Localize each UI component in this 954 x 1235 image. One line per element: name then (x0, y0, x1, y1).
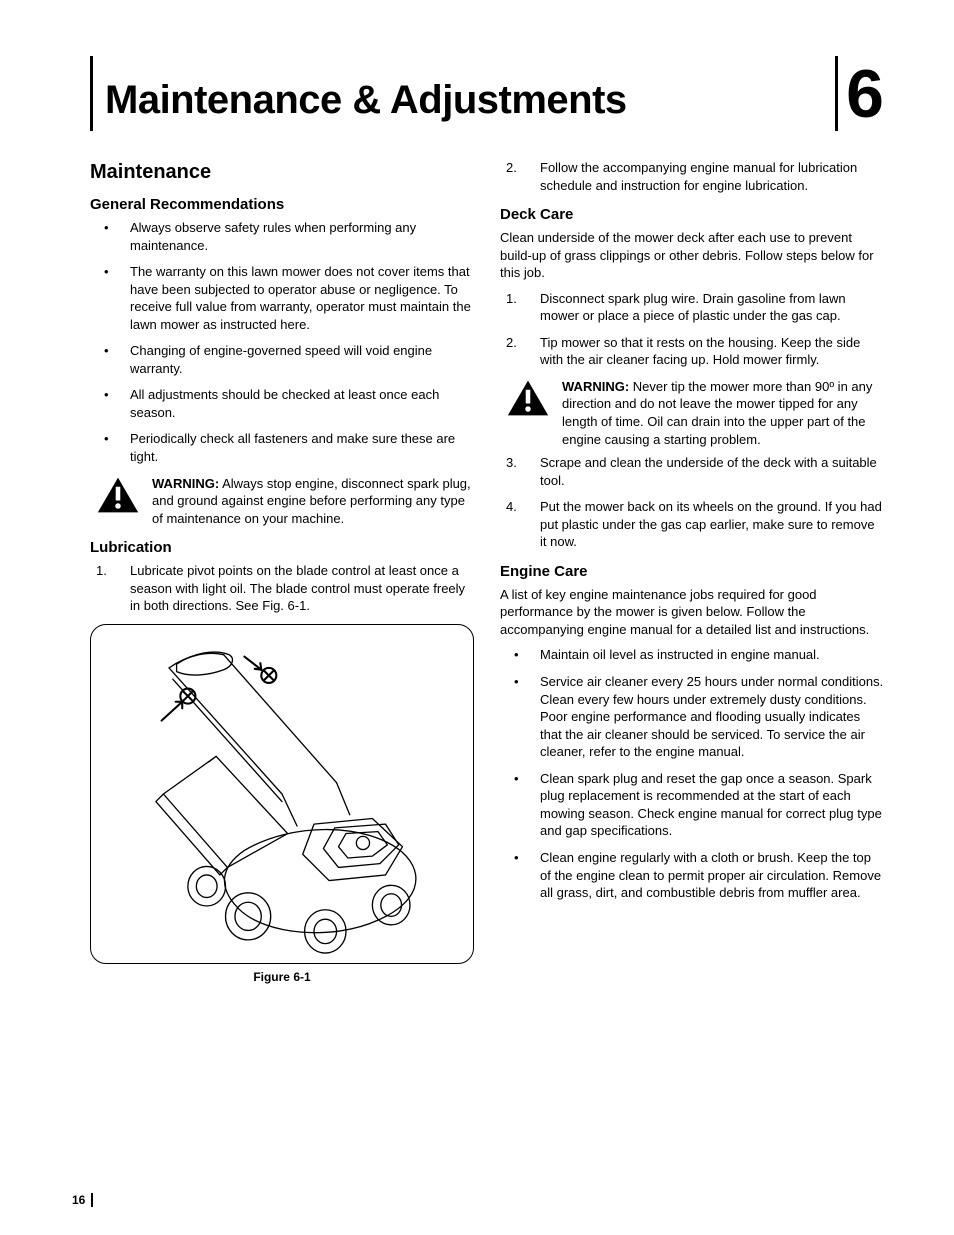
mower-illustration (102, 634, 462, 954)
engine-care-intro: A list of key engine maintenance jobs re… (500, 586, 884, 639)
list-item: Clean spark plug and reset the gap once … (500, 770, 884, 840)
list-item: Service air cleaner every 25 hours under… (500, 673, 884, 761)
warning-label: WARNING: (562, 379, 629, 394)
maintenance-heading: Maintenance (90, 161, 474, 184)
list-item: Lubricate pivot points on the blade cont… (90, 562, 474, 615)
deck-care-heading: Deck Care (500, 206, 884, 223)
warning-text: WARNING: Never tip the mower more than 9… (562, 378, 884, 448)
list-item: The warranty on this lawn mower does not… (90, 263, 474, 333)
list-item: Clean engine regularly with a cloth or b… (500, 849, 884, 902)
warning-text: WARNING: Always stop engine, disconnect … (152, 475, 474, 528)
deck-care-steps-a: Disconnect spark plug wire. Drain gasoli… (500, 290, 884, 369)
engine-care-heading: Engine Care (500, 563, 884, 580)
list-item: Changing of engine-governed speed will v… (90, 342, 474, 377)
general-recommendations-list: Always observe safety rules when perform… (90, 219, 474, 466)
lubrication-steps-continued: Follow the accompanying engine manual fo… (500, 159, 884, 194)
warning-triangle-icon (506, 378, 550, 418)
lubrication-steps: Lubricate pivot points on the blade cont… (90, 562, 474, 615)
left-column: Maintenance General Recommendations Alwa… (90, 159, 474, 984)
list-item: Disconnect spark plug wire. Drain gasoli… (500, 290, 884, 325)
engine-care-list: Maintain oil level as instructed in engi… (500, 646, 884, 901)
list-item: Periodically check all fasteners and mak… (90, 430, 474, 465)
chapter-header: Maintenance & Adjustments 6 (90, 56, 884, 131)
warning-label: WARNING: (152, 476, 219, 491)
list-item: Put the mower back on its wheels on the … (500, 498, 884, 551)
page-number: 16 (72, 1193, 93, 1207)
list-item: Always observe safety rules when perform… (90, 219, 474, 254)
list-item: Scrape and clean the underside of the de… (500, 454, 884, 489)
manual-page: Maintenance & Adjustments 6 Maintenance … (0, 0, 954, 1235)
list-item: Follow the accompanying engine manual fo… (500, 159, 884, 194)
deck-care-steps-b: Scrape and clean the underside of the de… (500, 454, 884, 551)
chapter-title: Maintenance & Adjustments (105, 56, 825, 131)
list-item: Tip mower so that it rests on the housin… (500, 334, 884, 369)
page-number-value: 16 (72, 1193, 85, 1207)
page-number-rule (91, 1193, 93, 1207)
content-columns: Maintenance General Recommendations Alwa… (90, 159, 884, 984)
deck-care-intro: Clean underside of the mower deck after … (500, 229, 884, 282)
list-item: All adjustments should be checked at lea… (90, 386, 474, 421)
figure-6-1 (90, 624, 474, 964)
title-rule-left (90, 56, 93, 131)
lubrication-heading: Lubrication (90, 539, 474, 556)
right-column: Follow the accompanying engine manual fo… (500, 159, 884, 984)
warning-block: WARNING: Never tip the mower more than 9… (506, 378, 884, 448)
list-item: Maintain oil level as instructed in engi… (500, 646, 884, 664)
figure-caption: Figure 6-1 (90, 970, 474, 984)
warning-block: WARNING: Always stop engine, disconnect … (96, 475, 474, 528)
general-recommendations-heading: General Recommendations (90, 196, 474, 213)
chapter-number: 6 (846, 56, 884, 131)
title-rule-right (835, 56, 838, 131)
warning-triangle-icon (96, 475, 140, 515)
